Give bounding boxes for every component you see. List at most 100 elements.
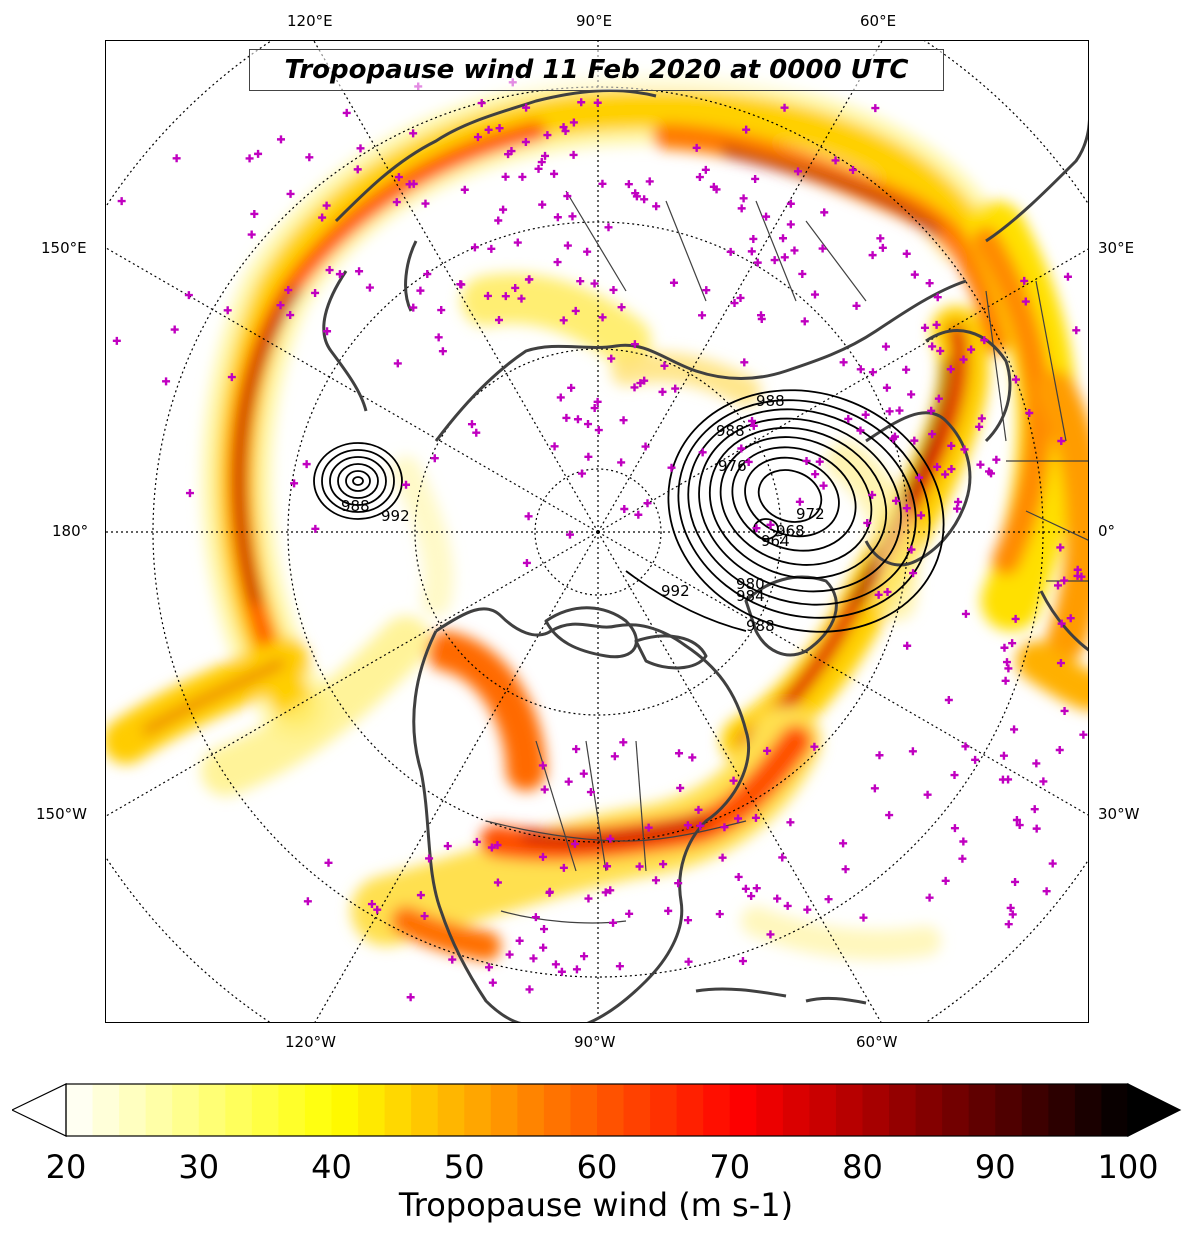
station-marker [550, 169, 559, 178]
station-marker [736, 293, 745, 302]
station-marker [664, 906, 673, 915]
station-marker [810, 742, 819, 751]
station-marker [577, 98, 586, 107]
station-marker [598, 179, 607, 188]
station-marker [609, 285, 618, 294]
colorbar-cell [676, 1084, 704, 1136]
station-marker [674, 879, 683, 888]
station-marker [250, 209, 259, 218]
lon-label-left-180: 180° [52, 522, 89, 540]
station-marker [483, 291, 492, 300]
station-marker [562, 413, 571, 422]
station-marker [318, 213, 327, 222]
colorbar-tick-label: 40 [311, 1148, 352, 1186]
station-marker [1032, 759, 1041, 768]
station-marker [551, 960, 560, 969]
station-marker [1054, 581, 1063, 590]
station-marker [676, 784, 685, 793]
station-marker [586, 788, 595, 797]
station-marker [885, 811, 894, 820]
station-marker [1002, 658, 1011, 667]
station-marker [619, 738, 628, 747]
station-marker [684, 916, 693, 925]
station-marker [910, 270, 919, 279]
map-title-box: Tropopause wind 11 Feb 2020 at 0000 UTC [249, 49, 944, 91]
station-marker [355, 267, 364, 276]
station-marker [499, 205, 508, 214]
station-marker [485, 963, 494, 972]
colorbar-cell [1048, 1084, 1076, 1136]
station-marker [928, 430, 937, 439]
station-marker [751, 813, 760, 822]
station-marker [472, 428, 481, 437]
station-marker [576, 277, 585, 286]
station-marker [971, 755, 980, 764]
station-marker [515, 936, 524, 945]
station-marker [522, 103, 531, 112]
station-marker [675, 749, 684, 758]
station-marker [473, 133, 482, 142]
station-marker [487, 843, 496, 852]
station-marker [579, 769, 588, 778]
station-marker [861, 410, 870, 419]
station-marker [684, 957, 693, 966]
station-marker [607, 354, 616, 363]
station-marker [946, 365, 955, 374]
station-marker [915, 473, 924, 482]
station-marker [701, 165, 710, 174]
station-marker [356, 144, 365, 153]
station-marker [434, 333, 443, 342]
station-marker [1057, 619, 1066, 628]
station-marker [786, 818, 795, 827]
station-marker [402, 480, 411, 489]
contour-label: 988 [756, 392, 785, 410]
colorbar-cell [756, 1084, 784, 1136]
station-marker [640, 195, 649, 204]
lon-label-right-30w: 30°W [1098, 805, 1140, 823]
station-marker [635, 862, 644, 871]
station-marker [567, 383, 576, 392]
station-marker [593, 397, 602, 406]
station-marker [525, 275, 534, 284]
station-marker [992, 455, 1001, 464]
station-marker [409, 129, 418, 138]
station-marker [715, 910, 724, 919]
station-marker [780, 253, 789, 262]
station-marker [770, 256, 779, 265]
station-marker [958, 854, 967, 863]
station-marker [501, 172, 510, 181]
station-marker [839, 358, 848, 367]
station-marker [223, 306, 232, 315]
station-marker [941, 876, 950, 885]
station-marker [353, 165, 362, 174]
contour-label: 968 [776, 522, 805, 540]
station-marker [786, 199, 795, 208]
station-marker [820, 208, 829, 217]
station-marker [980, 336, 989, 345]
station-marker [112, 336, 121, 345]
colorbar-cell [782, 1084, 810, 1136]
station-marker [1032, 824, 1041, 833]
station-marker [488, 978, 497, 987]
station-marker [1020, 276, 1029, 285]
station-marker [645, 177, 654, 186]
station-marker [999, 751, 1008, 760]
station-marker [868, 368, 877, 377]
station-marker [584, 894, 593, 903]
station-marker [895, 406, 904, 415]
station-marker [903, 641, 912, 650]
station-marker [1060, 576, 1069, 585]
colorbar-cell [835, 1084, 864, 1136]
colorbar-cell [490, 1084, 518, 1136]
station-marker [559, 316, 568, 325]
station-marker [572, 745, 581, 754]
lon-label-top-90e: 90°E [576, 12, 613, 30]
station-marker [342, 108, 351, 117]
station-marker [584, 420, 593, 429]
colorbar-cell [1074, 1084, 1103, 1136]
station-marker [892, 496, 901, 505]
station-marker [780, 103, 789, 112]
station-marker [859, 913, 868, 922]
station-marker [392, 198, 401, 207]
